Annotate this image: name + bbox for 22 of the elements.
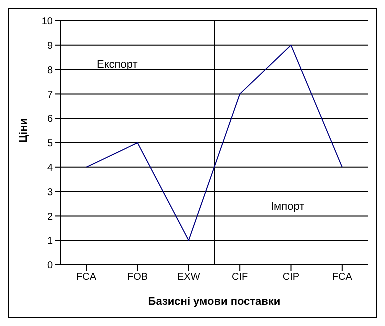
x-tick-label: FOB [127, 272, 148, 284]
x-tick-label: EXW [178, 272, 201, 284]
y-tick-label: 0 [47, 260, 54, 272]
x-tick-label: CIF [232, 272, 248, 284]
x-tick-label: FCA [76, 272, 97, 284]
y-tick-label: 5 [47, 138, 54, 150]
y-tick-label: 1 [47, 236, 54, 248]
annotation: Імпорт [271, 201, 305, 213]
y-tick-label: 8 [47, 65, 54, 76]
y-axis-title: Ціни [18, 118, 30, 143]
y-tick-label: 6 [47, 114, 54, 126]
line-series [86, 44, 343, 242]
y-tick-label: 2 [47, 212, 54, 223]
y-tick-label: 7 [47, 90, 54, 101]
x-tick-label: CIP [282, 272, 300, 284]
y-tick-label: 9 [47, 40, 54, 52]
annotation: Експорт [97, 59, 138, 71]
y-tick-label: 4 [47, 162, 54, 174]
x-tick-label: FCA [332, 272, 353, 284]
y-tick-label: 10 [42, 16, 54, 28]
y-tick-label: 3 [47, 187, 54, 198]
x-axis-title: Базисні умови поставки [148, 296, 281, 308]
